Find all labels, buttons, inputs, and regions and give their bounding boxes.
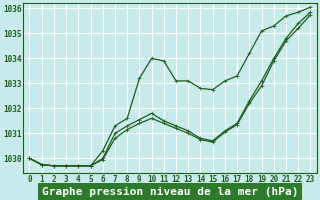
X-axis label: Graphe pression niveau de la mer (hPa): Graphe pression niveau de la mer (hPa)	[42, 186, 298, 197]
